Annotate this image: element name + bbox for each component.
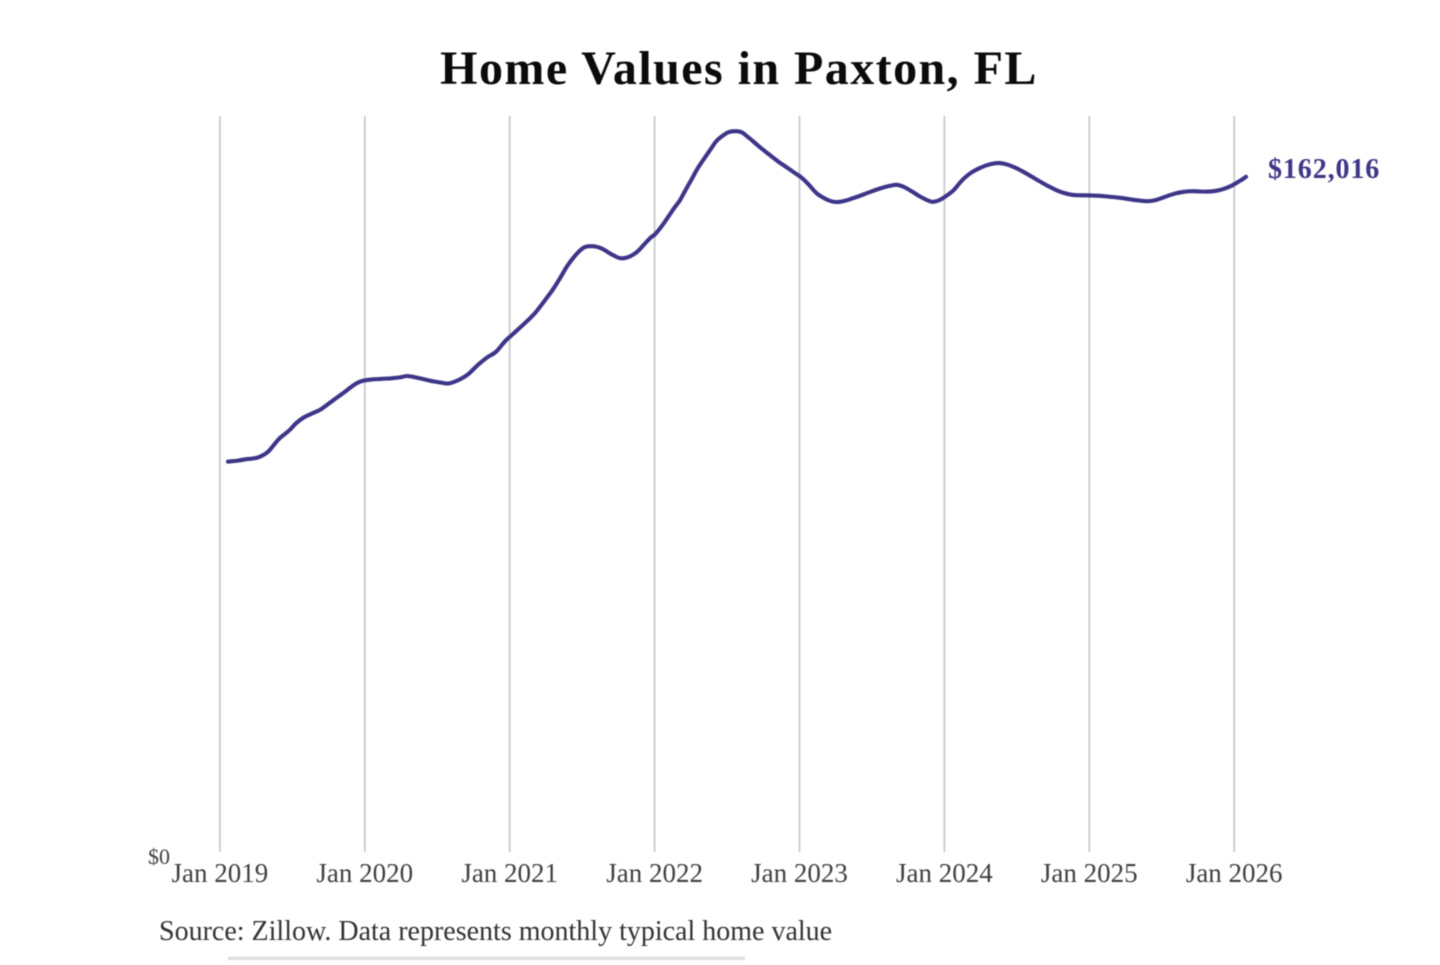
svg-text:Jan 2019: Jan 2019	[172, 858, 269, 888]
svg-text:Jan 2021: Jan 2021	[461, 858, 558, 888]
svg-text:Jan 2020: Jan 2020	[316, 858, 413, 888]
svg-text:Jan 2025: Jan 2025	[1041, 858, 1138, 888]
svg-text:Jan 2023: Jan 2023	[751, 858, 848, 888]
svg-text:Jan 2022: Jan 2022	[606, 858, 703, 888]
svg-text:Home Values in Paxton, FL: Home Values in Paxton, FL	[440, 42, 1038, 95]
svg-text:Jan 2026: Jan 2026	[1186, 858, 1283, 888]
svg-text:Jan 2024: Jan 2024	[896, 858, 993, 888]
svg-text:$162,016: $162,016	[1268, 154, 1380, 185]
svg-text:$0: $0	[148, 844, 170, 869]
svg-text:Source: Zillow. Data represent: Source: Zillow. Data represents monthly …	[159, 916, 832, 947]
